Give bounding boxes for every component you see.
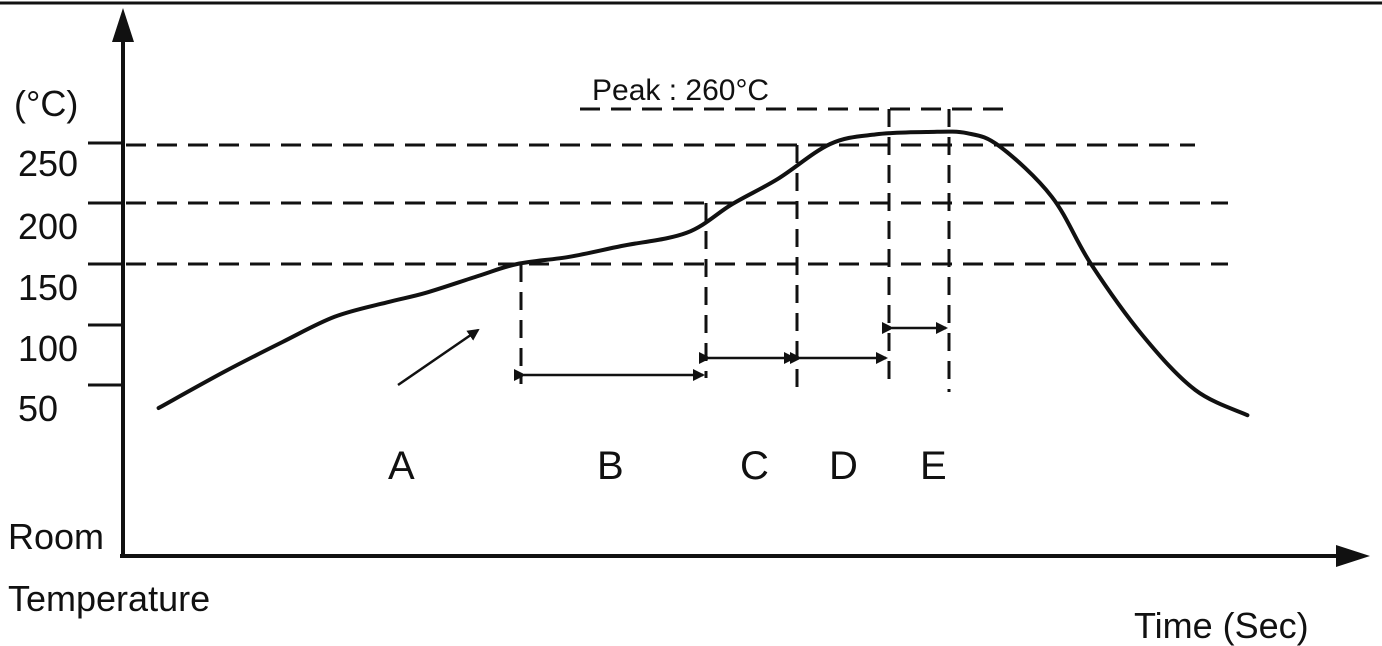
zone-label-a: A <box>388 444 415 488</box>
reference-lines <box>126 107 1228 266</box>
pointer-arrow <box>397 328 480 387</box>
zone-label-b: B <box>597 444 624 488</box>
zone-label-d: D <box>829 444 858 488</box>
zone-label-e: E <box>920 444 947 488</box>
y-tick-label-250: 250 <box>18 143 78 184</box>
zone-boundaries <box>519 109 951 392</box>
y-tick-label-100: 100 <box>18 328 78 369</box>
room-label: Room <box>8 516 104 557</box>
y-tick-marks <box>88 141 121 387</box>
duration-arrows <box>514 322 948 381</box>
y-axis-unit-label: (°C) <box>14 83 78 124</box>
zone-label-c: C <box>740 444 769 488</box>
x-axis-label: Time (Sec) <box>1134 605 1309 646</box>
y-tick-label-50: 50 <box>18 388 58 429</box>
y-tick-label-150: 150 <box>18 267 78 308</box>
temperature-profile-curve <box>156 129 1250 418</box>
y-axis-arrowhead <box>112 8 134 42</box>
peak-label: Peak : 260°C <box>592 74 769 107</box>
temperature-label: Temperature <box>8 578 210 619</box>
x-axis-arrowhead <box>1336 545 1370 567</box>
y-tick-label-200: 200 <box>18 206 78 247</box>
